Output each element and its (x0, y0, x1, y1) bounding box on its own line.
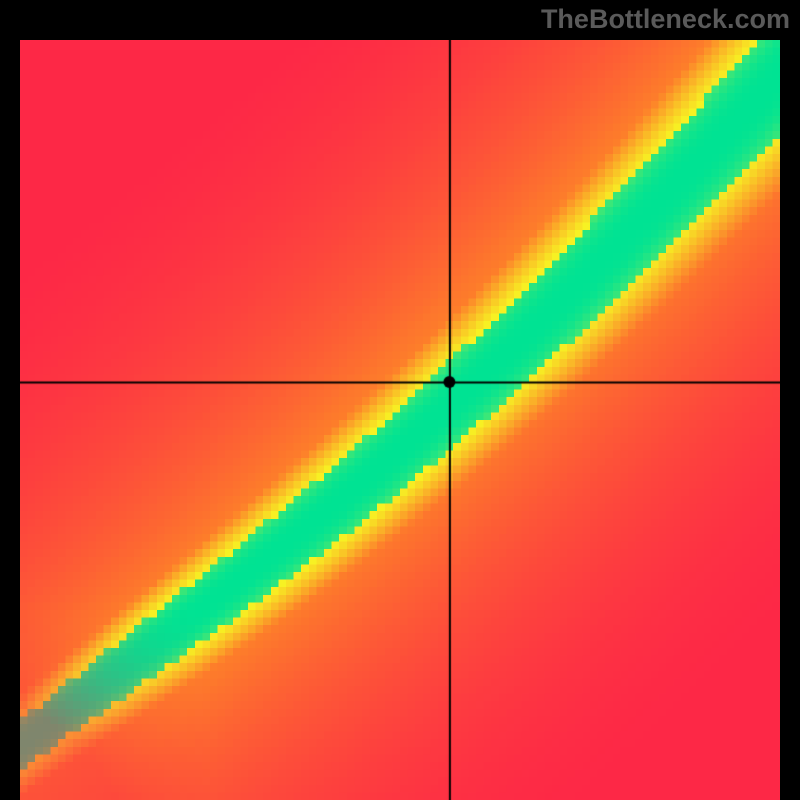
chart-container: TheBottleneck.com (0, 0, 800, 800)
watermark-text: TheBottleneck.com (541, 4, 790, 35)
crosshair-overlay (20, 40, 780, 800)
